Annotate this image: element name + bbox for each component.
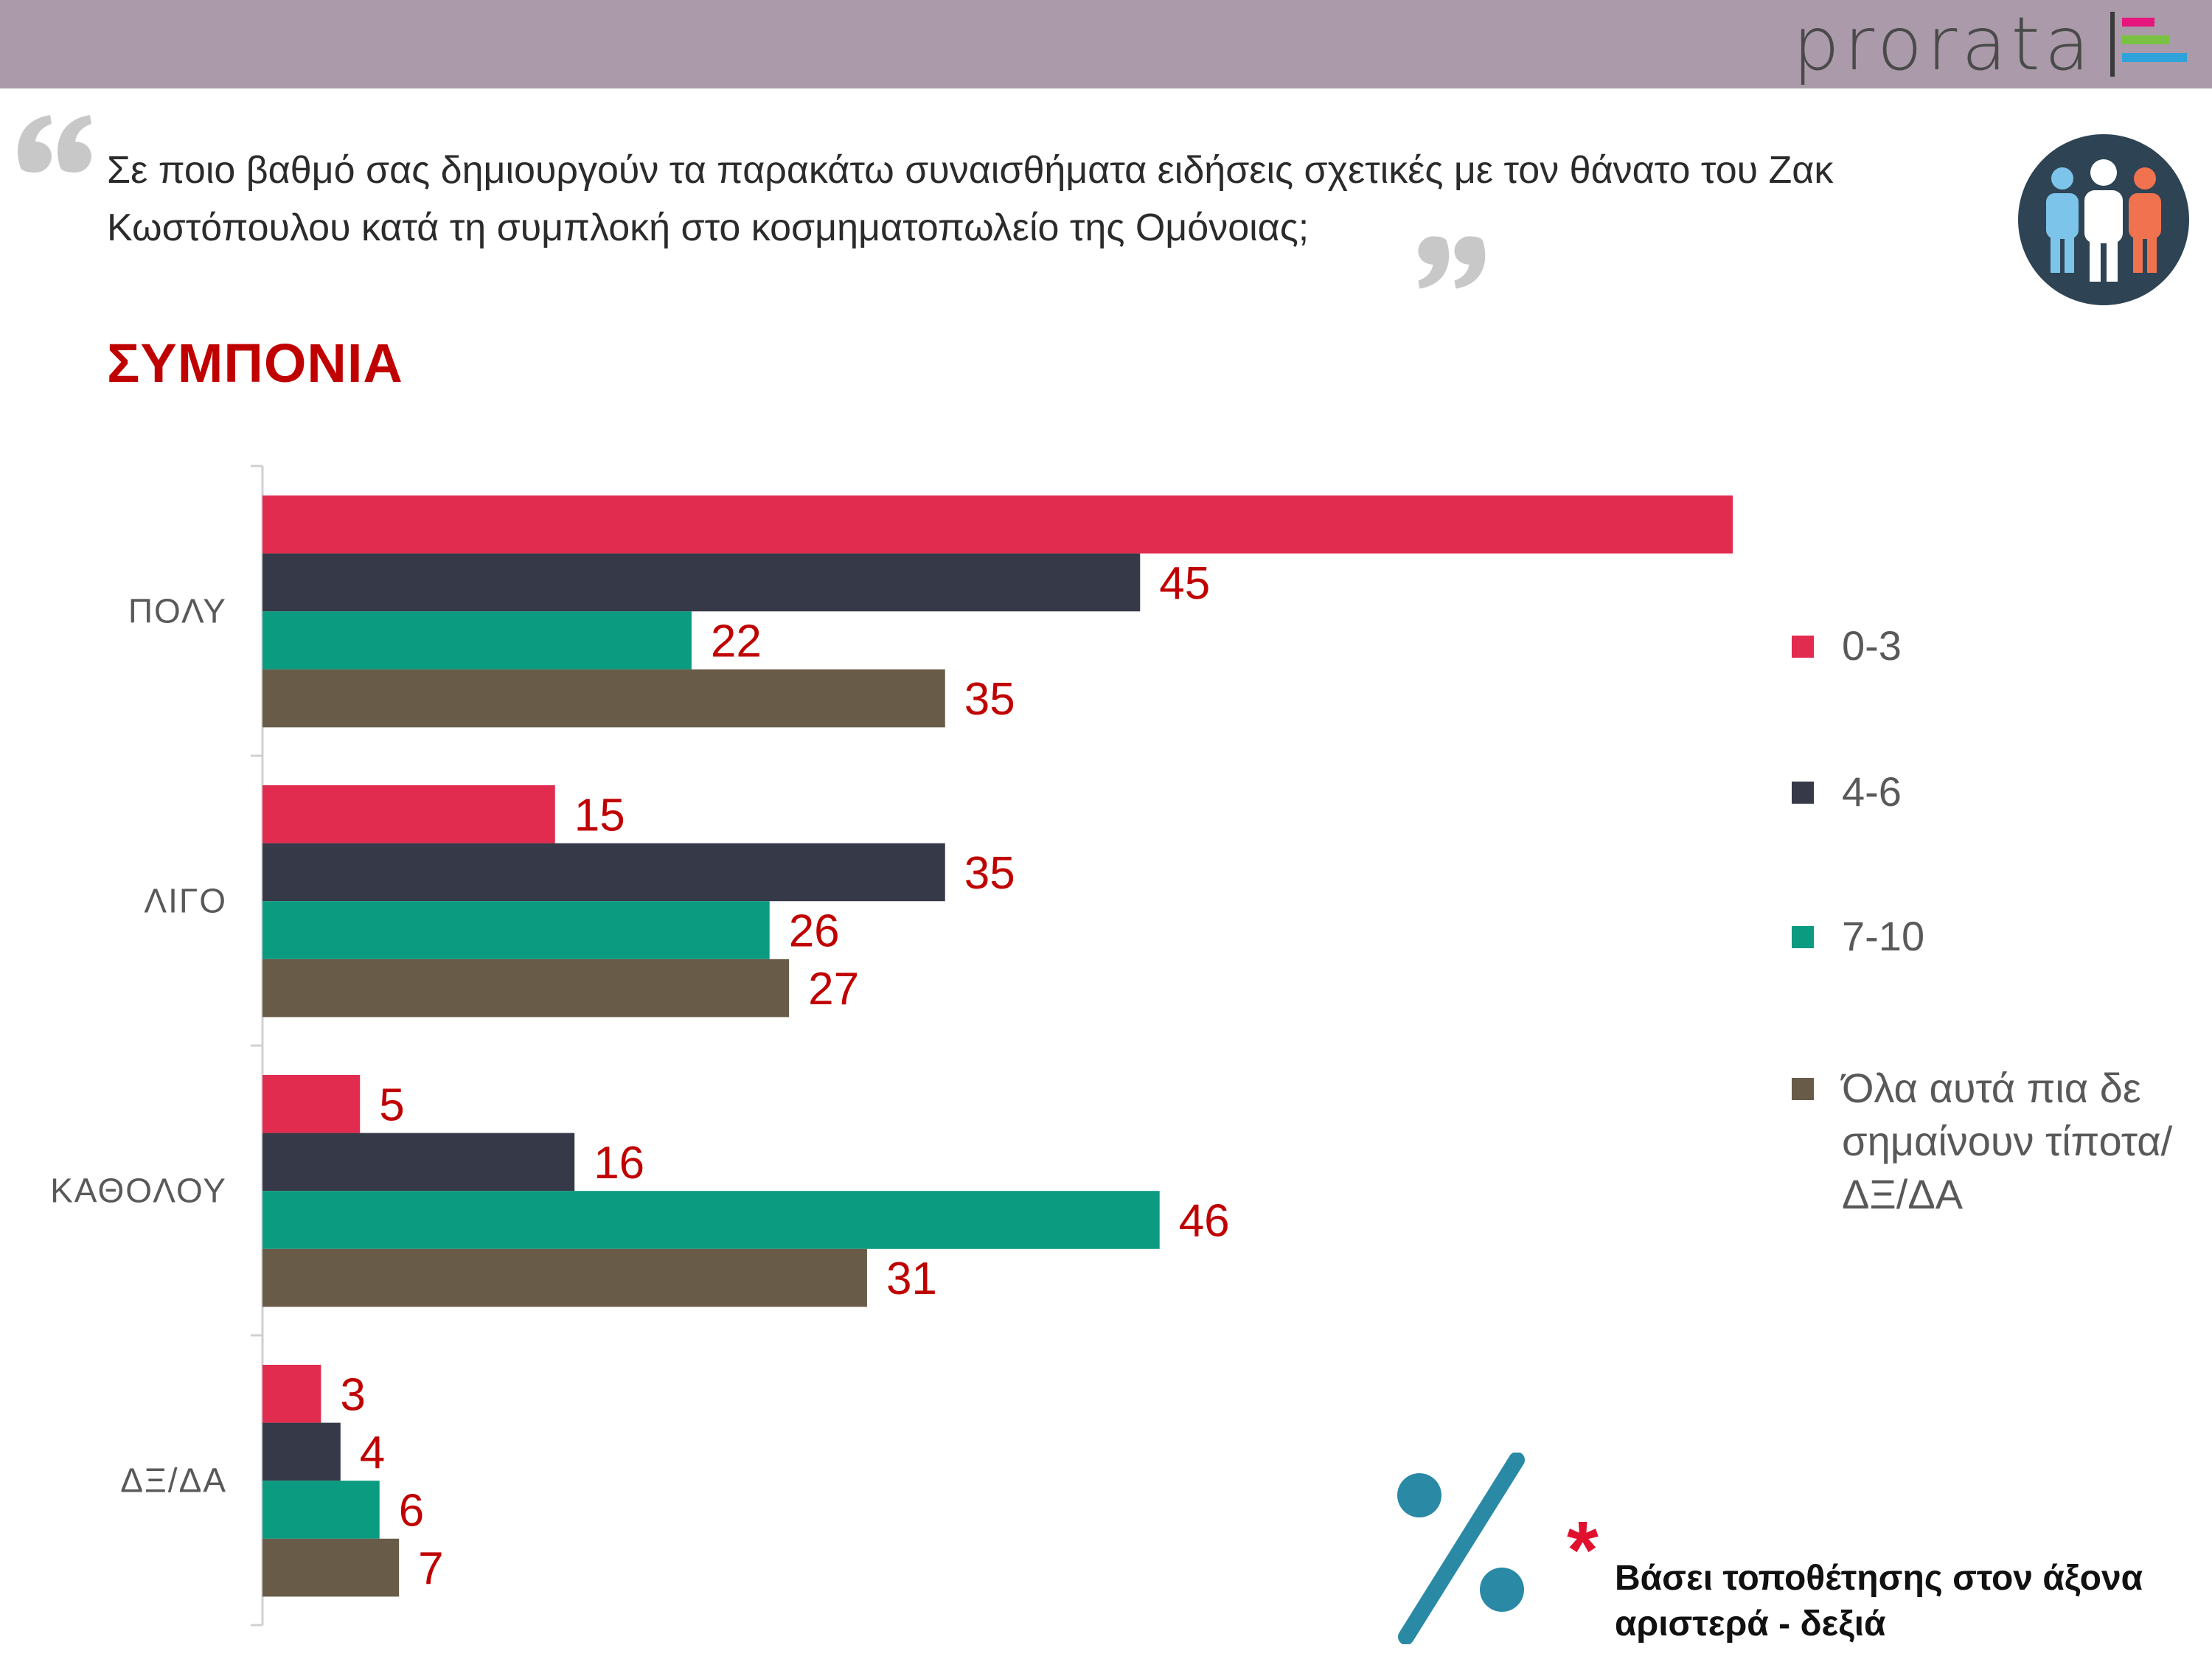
bar xyxy=(262,669,945,728)
data-label: 16 xyxy=(594,1138,644,1189)
data-label: 35 xyxy=(964,674,1015,725)
legend-swatch-7-10 xyxy=(1792,926,1814,948)
legend-label-other: Όλα αυτά πια δε σημαίνουν τίποτα/ΔΞ/ΔΑ xyxy=(1842,1065,2173,1217)
quote-close-icon xyxy=(1418,236,1486,289)
legend-swatch-other xyxy=(1792,1078,1814,1100)
legend-item-7-10: 7-10 xyxy=(1792,910,2203,963)
bar xyxy=(262,611,692,669)
data-label: 7 xyxy=(418,1543,443,1594)
category-label: ΛΙΓΟ xyxy=(144,882,227,920)
data-label: 35 xyxy=(964,848,1015,899)
category-label: ΔΞ/ΔΑ xyxy=(120,1461,227,1500)
data-label: 6 xyxy=(399,1486,424,1537)
bar xyxy=(262,1538,400,1597)
data-label: 4 xyxy=(360,1427,385,1478)
legend-swatch-0-3 xyxy=(1792,636,1814,658)
category-label: ΚΑΘΟΛΟΥ xyxy=(50,1172,227,1210)
bar xyxy=(262,1133,575,1192)
bar xyxy=(262,785,555,844)
bar xyxy=(262,1191,1160,1249)
bar xyxy=(262,495,1733,554)
survey-question: Σε ποιο βαθμό σας δημιουργούν τα παρακάτ… xyxy=(107,149,1834,249)
data-label: 5 xyxy=(379,1079,404,1130)
data-label: 31 xyxy=(886,1253,937,1304)
data-label: 22 xyxy=(711,616,762,667)
note-asterisk: * xyxy=(1567,1505,1599,1596)
category-label: ΠΟΛΥ xyxy=(128,592,227,630)
bar-chart: ΠΟΛΥ77452235ΛΙΓΟ15352627ΚΑΘΟΛΟΥ5164631ΔΞ… xyxy=(50,465,1733,1627)
legend-swatch-4-6 xyxy=(1792,782,1814,804)
legend-label-0-3: 0-3 xyxy=(1842,622,1902,669)
legend-item-other: Όλα αυτά πια δε σημαίνουν τίποτα/ΔΞ/ΔΑ xyxy=(1792,1062,2203,1221)
header-bar: prorata xyxy=(0,0,2212,88)
data-label: 45 xyxy=(1159,558,1210,609)
legend-label-4-6: 4-6 xyxy=(1842,768,1902,815)
data-label: 26 xyxy=(789,906,840,957)
bar xyxy=(262,1075,361,1133)
data-label: 27 xyxy=(808,964,859,1015)
bar xyxy=(262,843,945,902)
bar xyxy=(262,553,1141,612)
bar xyxy=(262,1422,341,1481)
people-group-icon xyxy=(2018,134,2189,305)
bar xyxy=(262,959,790,1018)
percent-icon xyxy=(1397,1453,1525,1644)
legend-item-0-3: 0-3 xyxy=(1792,619,2203,672)
data-label: 46 xyxy=(1179,1196,1230,1247)
brand-logo-icon xyxy=(2110,12,2187,77)
footnote-text: Βάσει τοποθέτησης στον άξονα αριστερά - … xyxy=(1615,1559,2143,1644)
bar xyxy=(262,1365,321,1423)
bar xyxy=(262,1481,380,1539)
bar xyxy=(262,901,770,959)
data-label: 3 xyxy=(340,1369,365,1420)
legend-item-4-6: 4-6 xyxy=(1792,765,2203,818)
quote-open-icon xyxy=(18,115,91,173)
legend-label-7-10: 7-10 xyxy=(1842,913,1925,959)
bar xyxy=(262,1248,867,1307)
section-title: ΣΥΜΠΟΝΙΑ xyxy=(107,333,403,394)
brand-logo-text: prorata xyxy=(1792,1,2094,87)
data-label: 15 xyxy=(574,790,625,841)
